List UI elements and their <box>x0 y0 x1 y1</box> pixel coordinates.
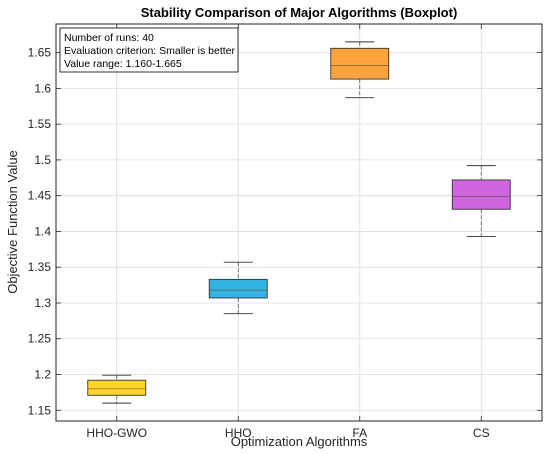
plot-frame <box>55 23 543 422</box>
x-tick-label: HHO <box>225 426 252 440</box>
y-tick-label: 1.2 <box>34 368 51 382</box>
y-tick-label: 1.6 <box>34 81 51 95</box>
annotation-line-range: Value range: 1.160-1.665 <box>64 58 182 70</box>
annotation-box: Number of runs: 40 Evaluation criterion:… <box>59 27 239 73</box>
chart-title: Stability Comparison of Major Algorithms… <box>141 5 458 20</box>
iqr-box <box>87 379 147 396</box>
box-hho <box>208 261 268 315</box>
y-tick-label: 1.45 <box>28 189 52 203</box>
y-tick-label: 1.25 <box>28 332 52 346</box>
x-tick-label: CS <box>473 426 490 440</box>
y-tick-label: 1.65 <box>28 46 52 60</box>
y-tick-label: 1.4 <box>34 224 51 238</box>
plot-background <box>56 24 542 421</box>
iqr-box <box>451 179 511 210</box>
y-tick-label: 1.55 <box>28 117 52 131</box>
annotation-line-runs: Number of runs: 40 <box>64 32 154 44</box>
y-tick-label: 1.5 <box>34 153 51 167</box>
box-hho-gwo <box>87 374 147 404</box>
boxes <box>87 41 511 404</box>
iqr-box <box>330 47 390 80</box>
x-tick-label: HHO-GWO <box>86 426 147 440</box>
annotation-frame <box>59 27 239 73</box>
x-tick-label: FA <box>352 426 367 440</box>
box-cs <box>451 165 511 237</box>
box-fa <box>330 41 390 99</box>
x-axis-label: Optimization Algorithms <box>231 434 368 449</box>
y-axis-label: Objective Function Value <box>5 150 20 294</box>
axis-ticks: 1.15 1.2 1.25 1.3 1.35 1.4 1.45 1.5 1.55 1.6 1.65 H… <box>28 24 542 440</box>
iqr-box <box>208 278 268 299</box>
y-tick-label: 1.3 <box>34 296 51 310</box>
y-tick-label: 1.35 <box>28 260 52 274</box>
y-tick-label: 1.15 <box>28 403 52 417</box>
plot-area: 1.15 1.2 1.25 1.3 1.35 1.4 1.45 1.5 1.55 1.6 1.65 H… <box>28 23 543 440</box>
annotation-line-criterion: Evaluation criterion: Smaller is better <box>64 45 235 57</box>
